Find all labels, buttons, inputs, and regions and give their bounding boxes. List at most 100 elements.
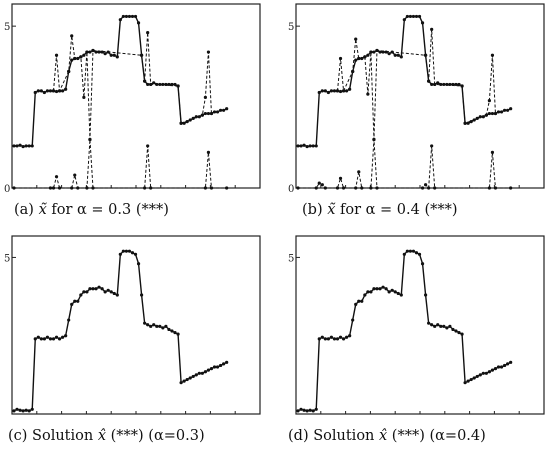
series-line <box>298 139 511 190</box>
data-point <box>375 48 379 53</box>
data-point <box>369 290 373 294</box>
data-point <box>311 144 315 148</box>
data-point <box>493 111 498 116</box>
data-point <box>399 293 403 297</box>
data-point <box>463 121 467 125</box>
data-point <box>88 287 92 291</box>
data-point <box>499 110 504 114</box>
data-point <box>94 287 98 291</box>
data-point <box>509 186 513 190</box>
data-point <box>18 408 22 412</box>
data-point <box>314 407 318 411</box>
data-point <box>109 53 113 57</box>
data-point <box>390 288 394 292</box>
data-point <box>369 186 373 190</box>
data-point <box>436 323 440 327</box>
data-point <box>360 299 364 303</box>
data-point <box>85 290 89 294</box>
data-point <box>206 150 211 154</box>
data-point <box>103 52 107 56</box>
data-point <box>112 291 116 296</box>
data-point <box>439 324 443 328</box>
data-point <box>15 144 19 148</box>
plot-frame <box>11 235 261 415</box>
caption-d-prefix: (d) <box>288 428 309 444</box>
data-point <box>39 337 43 341</box>
data-point <box>115 55 119 59</box>
data-point <box>338 335 343 339</box>
data-point <box>311 409 315 413</box>
data-point <box>302 408 306 412</box>
data-point <box>354 37 358 41</box>
data-point <box>51 337 56 341</box>
data-point <box>414 251 419 255</box>
data-point <box>363 293 367 297</box>
data-point <box>127 14 132 19</box>
data-point <box>155 324 159 328</box>
data-point <box>341 89 346 93</box>
data-point <box>460 332 464 336</box>
caption-a-symbol: x̃ <box>38 202 47 218</box>
data-point <box>427 186 431 190</box>
data-point <box>143 186 147 190</box>
data-point <box>329 89 334 93</box>
data-point <box>448 324 452 328</box>
data-point <box>509 107 513 111</box>
chart-d: 5 <box>288 235 545 415</box>
data-point <box>354 186 358 190</box>
data-point <box>79 293 83 297</box>
data-point <box>460 84 464 88</box>
data-point <box>372 137 376 142</box>
data-point <box>335 186 340 190</box>
data-point <box>451 327 455 332</box>
data-point <box>332 89 337 93</box>
data-point <box>94 50 98 54</box>
data-point <box>314 186 318 190</box>
data-point <box>378 50 382 54</box>
data-point <box>338 56 343 61</box>
data-point <box>27 409 31 413</box>
data-point <box>48 337 53 341</box>
data-point <box>97 285 101 289</box>
data-point <box>487 186 491 190</box>
data-point <box>487 370 491 374</box>
data-point <box>158 324 162 328</box>
data-point <box>170 329 174 333</box>
data-point <box>357 56 361 61</box>
data-point <box>469 120 473 124</box>
data-point <box>100 287 104 291</box>
data-point <box>143 321 147 325</box>
data-point <box>33 337 37 341</box>
data-point <box>85 186 89 190</box>
chart-a: 05 <box>4 3 261 195</box>
data-point <box>430 82 434 87</box>
data-point <box>88 137 92 142</box>
plot-frame <box>295 3 545 189</box>
data-point <box>366 53 370 57</box>
series-line <box>52 32 212 140</box>
data-point <box>176 332 180 336</box>
data-point <box>164 324 168 328</box>
data-point <box>133 14 138 19</box>
data-point <box>146 323 150 327</box>
data-point <box>179 121 183 125</box>
data-point <box>136 21 141 25</box>
data-point <box>357 299 361 303</box>
data-point <box>484 371 488 375</box>
data-point <box>423 183 428 187</box>
caption-d-tail: (***) (α=0.4) <box>391 428 486 444</box>
data-point <box>296 186 300 190</box>
data-point <box>21 144 25 149</box>
data-point <box>338 89 343 94</box>
data-point <box>24 144 28 148</box>
data-point <box>203 186 207 190</box>
data-point <box>82 53 86 57</box>
caption-d-rest: Solution <box>313 428 375 444</box>
data-point <box>48 89 53 93</box>
data-point <box>463 381 467 385</box>
data-point <box>200 371 204 375</box>
data-point <box>320 183 324 187</box>
data-point <box>299 407 303 411</box>
data-point <box>173 82 177 87</box>
